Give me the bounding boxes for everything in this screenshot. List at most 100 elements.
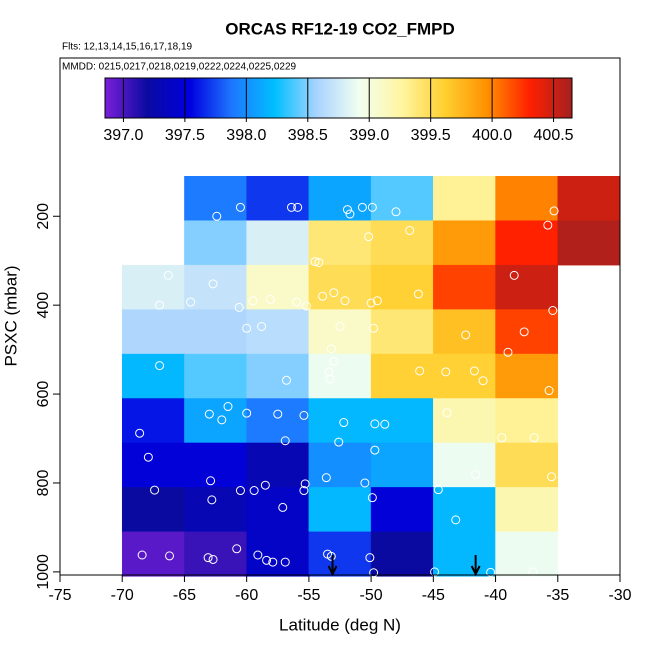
observation-point — [326, 551, 336, 561]
subtitle: Flts: 12,13,14,15,16,17,18,19 — [62, 42, 193, 53]
colorbar-tick-label: 399.0 — [349, 127, 389, 144]
observation-point — [291, 297, 301, 307]
observation-point — [204, 409, 214, 419]
observation-point — [232, 544, 242, 554]
y-tick-label: 400 — [35, 292, 52, 319]
colorbar-tick-label: 398.5 — [288, 127, 328, 144]
observation-point — [253, 550, 263, 560]
heat-cell — [433, 531, 496, 577]
heat-cell — [121, 309, 185, 355]
observation-point — [370, 419, 380, 429]
observation-point — [548, 305, 558, 315]
observation-point — [235, 202, 245, 212]
y-tick-label: 200 — [35, 203, 52, 230]
x-tick-label: -30 — [608, 587, 631, 604]
observation-point — [262, 555, 272, 565]
heat-cell — [121, 531, 185, 577]
observation-point — [165, 551, 175, 561]
x-tick-label: -50 — [360, 587, 383, 604]
x-tick-label: -60 — [235, 587, 258, 604]
heat-cell — [184, 353, 247, 399]
heat-cell — [557, 220, 621, 266]
observation-point — [433, 485, 443, 495]
observation-point — [478, 376, 488, 386]
observation-point — [345, 209, 355, 219]
observation-point — [405, 225, 415, 235]
observation-point — [415, 366, 425, 376]
observation-point — [461, 330, 471, 340]
observation-point — [265, 294, 275, 304]
observation-point — [203, 553, 213, 563]
arrow-head — [470, 565, 481, 577]
heat-cell — [121, 353, 185, 399]
heat-cell — [121, 442, 185, 488]
observation-point — [212, 211, 222, 221]
heat-cell — [184, 220, 247, 266]
observation-point — [163, 270, 173, 280]
observation-point — [442, 408, 452, 418]
observation-point — [543, 220, 553, 230]
observation-point — [324, 367, 334, 377]
heat-cell — [495, 353, 559, 399]
observation-point — [471, 470, 481, 480]
heat-cell — [370, 309, 434, 355]
heat-cell — [308, 442, 372, 488]
heat-cell — [308, 531, 372, 577]
heat-cell — [308, 309, 372, 355]
observation-point — [369, 568, 379, 578]
heat-cell — [184, 487, 247, 533]
observation-point — [155, 361, 165, 371]
observation-point — [207, 495, 217, 505]
annotation: MMDD: 0215,0217,0218,0219,0222,0224,0225… — [62, 62, 297, 73]
heat-cell — [557, 175, 621, 221]
observation-point — [367, 202, 377, 212]
heat-cell — [184, 442, 247, 488]
observation-point — [299, 410, 309, 420]
colorbar-tick-label: 397.0 — [103, 127, 143, 144]
observation-point — [242, 408, 252, 418]
observation-point — [529, 433, 539, 443]
colorbar-tick-label: 398.0 — [226, 127, 266, 144]
heat-cell — [433, 487, 496, 533]
colorbar-tick-label: 400.0 — [472, 127, 512, 144]
colorbar-tick-label: 399.5 — [411, 127, 451, 144]
observation-point — [413, 289, 423, 299]
colorbar — [104, 77, 573, 119]
observation-point — [143, 452, 153, 462]
observation-point — [208, 554, 218, 564]
heat-cell — [308, 353, 372, 399]
y-tick-label: 600 — [35, 381, 52, 408]
observation-point — [369, 323, 379, 333]
heat-cell — [495, 309, 559, 355]
observation-point — [339, 418, 349, 428]
heat-cell — [433, 220, 496, 266]
x-tick-label: -70 — [111, 587, 134, 604]
heat-cell — [121, 398, 185, 444]
heat-cell — [433, 398, 496, 444]
observation-point — [300, 479, 310, 489]
observation-point — [248, 296, 258, 306]
observation-point — [206, 476, 216, 486]
heat-cell — [370, 353, 434, 399]
observation-point — [286, 202, 296, 212]
observation-point — [310, 257, 320, 267]
observation-point — [223, 402, 233, 412]
observation-point — [547, 472, 557, 482]
heat-cell — [495, 487, 559, 533]
heat-cell — [370, 442, 434, 488]
x-tick-label: -45 — [422, 587, 445, 604]
x-tick-label: -40 — [484, 587, 507, 604]
observation-point — [509, 270, 519, 280]
observation-point — [278, 502, 288, 512]
heat-cell — [246, 531, 310, 577]
observation-point — [235, 486, 245, 496]
observation-point — [486, 567, 496, 577]
observation-point — [150, 485, 160, 495]
observation-point — [441, 367, 451, 377]
observation-point — [268, 557, 278, 567]
observation-point — [366, 298, 376, 308]
heat-cell — [495, 531, 559, 577]
heat-cell — [370, 220, 434, 266]
